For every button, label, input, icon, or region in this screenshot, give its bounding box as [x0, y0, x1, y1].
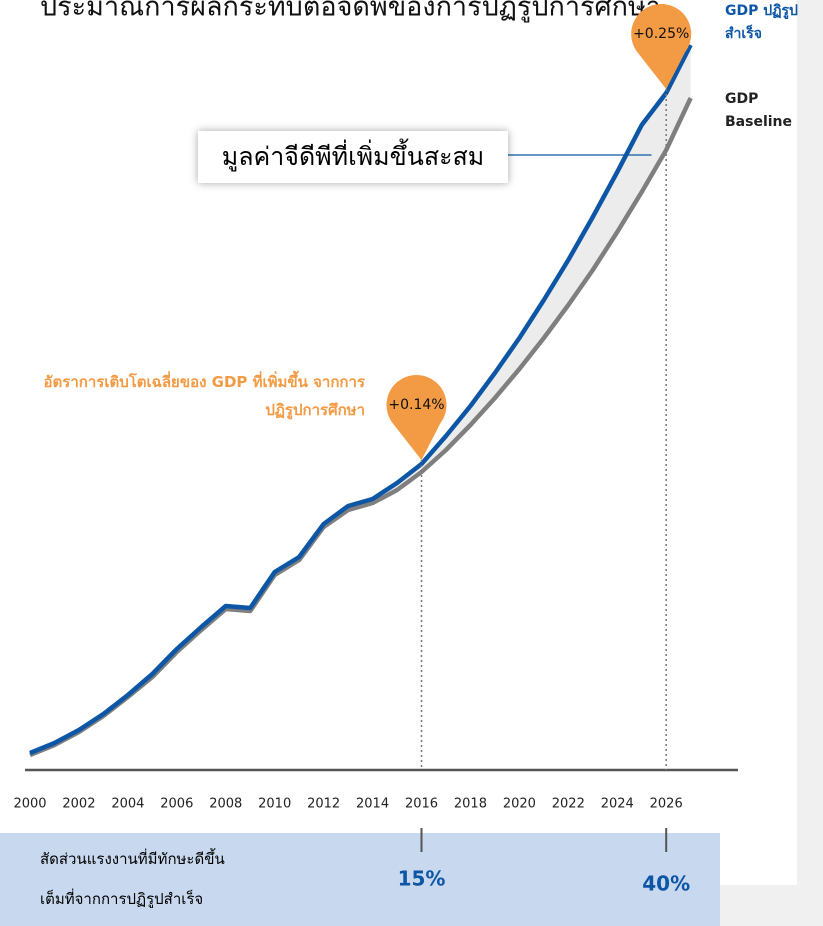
- chart-title: ประมาณการผลกระทบต่อจีดีพีของการปฏิรูปการ…: [40, 0, 661, 23]
- legend-label: GDP Baseline: [725, 91, 793, 130]
- skill-band: [0, 833, 720, 926]
- x-tick-label: 2018: [454, 797, 487, 812]
- x-tick-label: 2022: [552, 797, 585, 812]
- x-tick-label: 2024: [601, 797, 634, 812]
- x-tick-label: 2002: [62, 797, 95, 812]
- growth-label: อัตราการเติบโตเฉลี่ยของ GDP ที่เพิ่มขึ้น…: [43, 373, 365, 419]
- skill-label-2: เต็มที่จากการปฏิรูปสำเร็จ: [40, 890, 204, 908]
- skill-value: 15%: [398, 867, 446, 891]
- x-tick-label: 2012: [307, 797, 340, 812]
- x-tick-label: 2006: [160, 797, 193, 812]
- pin-label: +0.14%: [388, 397, 444, 413]
- x-tick-label: 2008: [209, 797, 242, 812]
- line-series: [29, 97, 693, 758]
- x-tick-label: 2000: [13, 797, 46, 812]
- x-tick-label: 2004: [111, 797, 144, 812]
- pin: [386, 375, 447, 460]
- legend-label: GDP ปฏิรูปสำเร็จ: [725, 3, 798, 42]
- x-tick-label: 2020: [503, 797, 536, 812]
- skill-value: 40%: [642, 872, 690, 896]
- x-tick-label: 2026: [650, 797, 683, 812]
- x-tick-label: 2016: [405, 797, 438, 812]
- area-label: มูลค่าจีดีพีที่เพิ่มขึ้นสะสม: [198, 131, 508, 183]
- pin-label: +0.25%: [633, 26, 689, 42]
- line-series: [29, 43, 693, 756]
- x-tick-label: 2010: [258, 797, 291, 812]
- pin: [631, 3, 692, 89]
- x-tick-label: 2014: [356, 797, 389, 812]
- skill-label-1: สัดส่วนแรงงานที่มีทักษะดีขึ้น: [40, 850, 225, 868]
